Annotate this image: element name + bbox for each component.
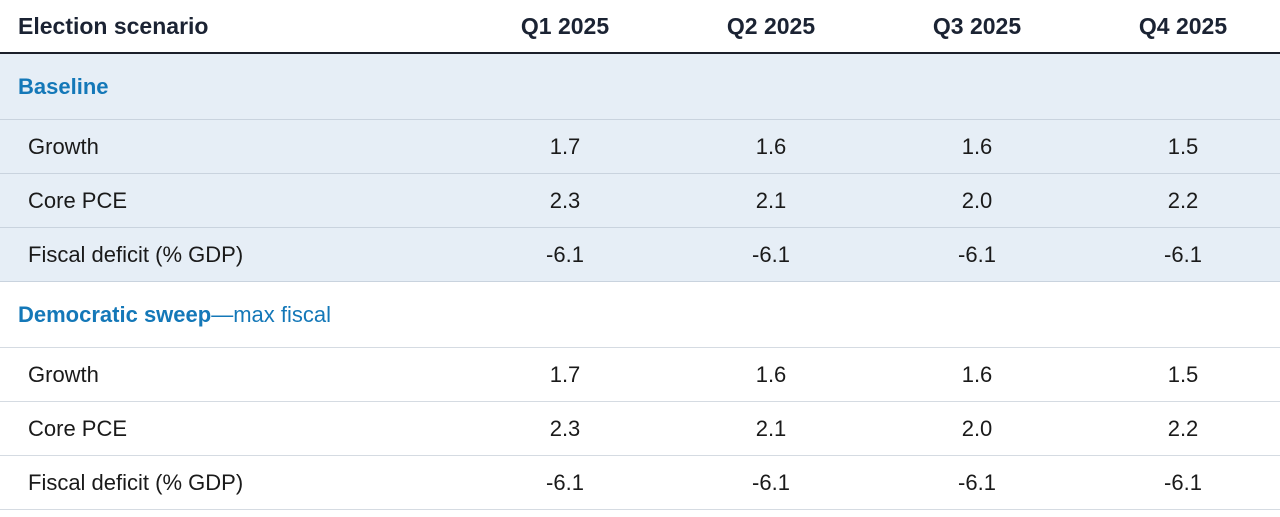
- cell-value: -6.1: [752, 469, 790, 495]
- table-header: Election scenario Q1 2025 Q2 2025 Q3 202…: [0, 0, 1280, 54]
- cell-value: -6.1: [1164, 469, 1202, 495]
- header-q1: Q1 2025: [520, 12, 610, 39]
- header-q4: Q4 2025: [1138, 12, 1228, 39]
- cell-value: 1.7: [549, 133, 581, 159]
- cell-value: 2.0: [961, 187, 993, 213]
- section-title-light: —max fiscal: [211, 301, 331, 327]
- cell-value: 2.0: [961, 415, 993, 441]
- row-label: Core PCE: [28, 187, 128, 213]
- section-democratic-sweep-title: Democratic sweep—max fiscal: [0, 282, 1280, 348]
- cell-value: -6.1: [752, 241, 790, 267]
- cell-value: 1.6: [961, 133, 993, 159]
- row-label: Fiscal deficit (% GDP): [28, 241, 244, 267]
- table-row: Growth 1.7 1.6 1.6 1.5: [0, 120, 1280, 174]
- table-row: Fiscal deficit (% GDP) -6.1 -6.1 -6.1 -6…: [0, 456, 1280, 510]
- header-q2: Q2 2025: [726, 12, 816, 39]
- table-row: Core PCE 2.3 2.1 2.0 2.2: [0, 402, 1280, 456]
- cell-value: 2.2: [1167, 187, 1199, 213]
- cell-value: 1.6: [755, 361, 787, 387]
- cell-value: -6.1: [958, 241, 996, 267]
- cell-value: 1.7: [549, 361, 581, 387]
- row-label: Fiscal deficit (% GDP): [28, 469, 244, 495]
- row-label: Growth: [28, 133, 99, 159]
- cell-value: 2.2: [1167, 415, 1199, 441]
- table-row: Growth 1.7 1.6 1.6 1.5: [0, 348, 1280, 402]
- cell-value: -6.1: [546, 469, 584, 495]
- cell-value: 1.5: [1167, 361, 1199, 387]
- cell-value: -6.1: [958, 469, 996, 495]
- cell-value: -6.1: [1164, 241, 1202, 267]
- section-title-bold: Democratic sweep: [18, 301, 212, 327]
- cell-value: -6.1: [546, 241, 584, 267]
- row-label: Growth: [28, 361, 99, 387]
- header-q3: Q3 2025: [932, 12, 1022, 39]
- cell-value: 2.3: [549, 187, 581, 213]
- section-baseline-title: Baseline: [0, 54, 1280, 120]
- table-row: Core PCE 2.3 2.1 2.0 2.2: [0, 174, 1280, 228]
- cell-value: 2.3: [549, 415, 581, 441]
- cell-value: 1.6: [961, 361, 993, 387]
- row-label: Core PCE: [28, 415, 128, 441]
- cell-value: 1.5: [1167, 133, 1199, 159]
- header-election-scenario: Election scenario: [18, 12, 209, 39]
- table-row: Fiscal deficit (% GDP) -6.1 -6.1 -6.1 -6…: [0, 228, 1280, 282]
- cell-value: 2.1: [755, 415, 787, 441]
- cell-value: 1.6: [755, 133, 787, 159]
- section-title-bold: Baseline: [18, 73, 109, 99]
- cell-value: 2.1: [755, 187, 787, 213]
